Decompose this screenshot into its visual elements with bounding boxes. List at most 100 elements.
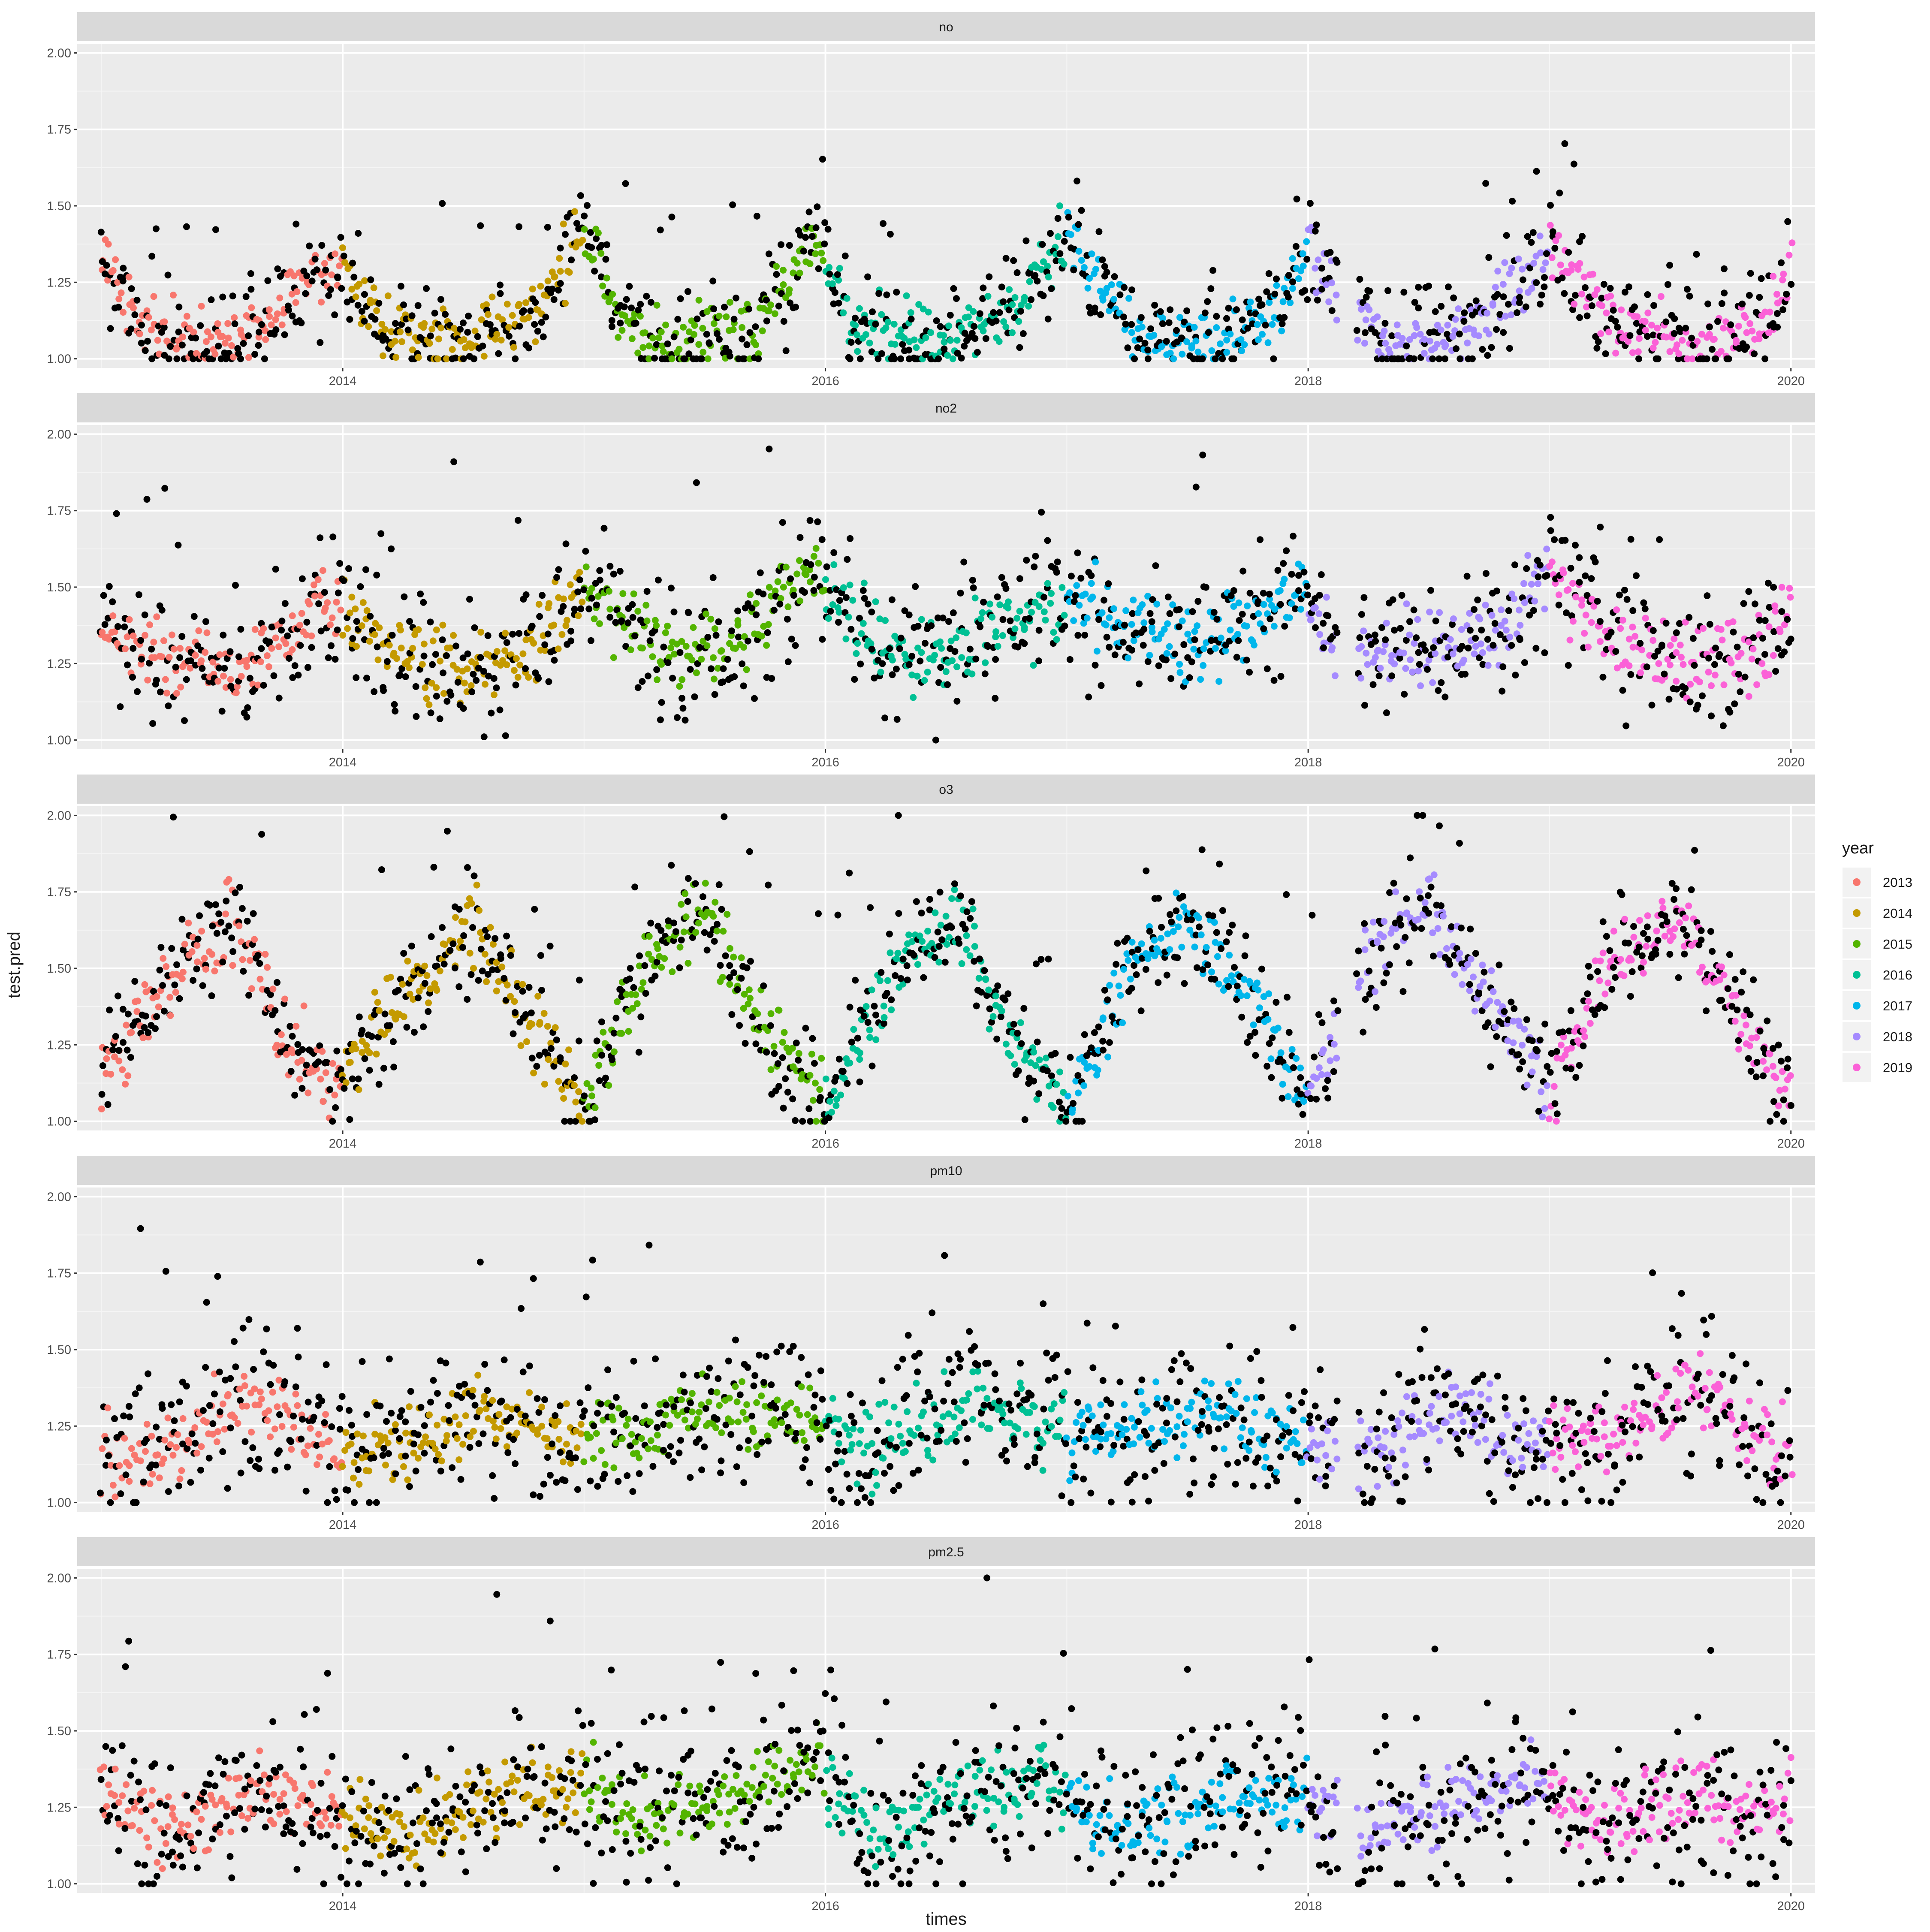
- point-black: [1300, 569, 1307, 576]
- point-2015: [695, 919, 702, 926]
- point-black: [1281, 623, 1288, 630]
- point-black: [727, 353, 733, 359]
- point-black: [1704, 301, 1711, 307]
- point-black: [1238, 1014, 1245, 1021]
- point-2018: [1515, 256, 1522, 262]
- point-2014: [439, 622, 446, 629]
- point-black: [780, 1105, 787, 1112]
- point-2015: [634, 608, 641, 615]
- point-black: [1174, 954, 1181, 961]
- point-black: [115, 623, 121, 630]
- point-black: [717, 962, 724, 969]
- point-black: [983, 335, 989, 342]
- point-black: [349, 1076, 356, 1082]
- point-black: [768, 675, 775, 682]
- point-black: [977, 310, 983, 317]
- point-2014: [371, 284, 377, 291]
- point-2018: [1517, 622, 1523, 629]
- point-2013: [145, 314, 152, 321]
- point-2019: [1620, 972, 1627, 979]
- point-2018: [1451, 971, 1458, 978]
- point-black: [1597, 618, 1604, 625]
- point-2016: [1017, 1019, 1024, 1026]
- point-2015: [669, 356, 676, 362]
- point-2014: [352, 606, 359, 612]
- point-black: [1040, 594, 1047, 601]
- point-black: [1143, 966, 1149, 973]
- point-2018: [1475, 332, 1482, 339]
- point-2016: [989, 614, 995, 621]
- point-black: [1191, 636, 1198, 643]
- point-black: [1714, 318, 1721, 325]
- point-2016: [951, 886, 958, 893]
- point-black: [562, 231, 569, 238]
- point-black: [1472, 635, 1479, 642]
- point-2014: [426, 340, 433, 347]
- point-2015: [724, 911, 730, 918]
- point-2013: [155, 1004, 162, 1010]
- point-black: [711, 938, 718, 945]
- point-2015: [768, 1010, 775, 1017]
- point-black: [1650, 302, 1657, 309]
- point-2016: [850, 1026, 857, 1033]
- point-black: [1496, 961, 1502, 968]
- point-black: [1171, 651, 1178, 657]
- point-black: [1311, 1054, 1318, 1061]
- point-black: [1612, 318, 1619, 325]
- point-2017: [1176, 669, 1183, 676]
- point-2019: [1570, 618, 1577, 625]
- point-black: [289, 313, 296, 319]
- point-2015: [783, 564, 790, 570]
- point-2019: [1617, 625, 1624, 632]
- point-black: [1333, 629, 1340, 636]
- point-black: [298, 319, 305, 326]
- point-black: [1523, 565, 1530, 572]
- point-black: [847, 1004, 853, 1010]
- point-2018: [1543, 546, 1550, 552]
- point-black: [935, 928, 941, 935]
- point-black: [130, 645, 136, 652]
- point-black: [811, 1060, 818, 1067]
- point-black: [165, 702, 172, 709]
- point-2019: [1737, 1031, 1744, 1038]
- point-2013: [266, 313, 273, 320]
- point-black: [544, 224, 551, 231]
- point-2014: [489, 293, 495, 300]
- point-black: [733, 295, 739, 301]
- point-2016: [958, 654, 965, 661]
- point-black: [455, 983, 462, 990]
- point-black: [212, 226, 219, 233]
- point-black: [557, 280, 564, 287]
- point-2016: [971, 923, 978, 930]
- point-black: [571, 606, 578, 612]
- point-black: [933, 317, 940, 324]
- point-black: [676, 964, 683, 971]
- point-black: [1554, 1110, 1561, 1117]
- point-black: [1209, 913, 1216, 919]
- point-black: [993, 317, 1000, 324]
- point-black: [1726, 951, 1733, 958]
- point-2019: [1750, 645, 1757, 652]
- point-black: [956, 940, 962, 947]
- point-black: [371, 316, 378, 323]
- point-2016: [872, 1036, 879, 1043]
- point-black: [1535, 1108, 1542, 1115]
- point-black: [1268, 1074, 1275, 1081]
- point-black: [596, 1077, 603, 1084]
- point-2015: [682, 890, 688, 897]
- point-black: [308, 644, 315, 651]
- point-2014: [468, 900, 475, 907]
- point-black: [541, 641, 548, 648]
- point-black: [286, 1023, 293, 1030]
- point-2017: [1131, 637, 1137, 644]
- point-2017: [1178, 944, 1185, 951]
- point-2018: [1325, 298, 1332, 305]
- point-black: [967, 646, 974, 653]
- point-2018: [1403, 600, 1410, 607]
- point-black: [668, 862, 675, 869]
- point-2019: [1743, 1022, 1749, 1028]
- point-black: [409, 312, 416, 319]
- point-2018: [1535, 580, 1541, 587]
- point-black: [1739, 301, 1746, 307]
- point-2014: [360, 599, 367, 606]
